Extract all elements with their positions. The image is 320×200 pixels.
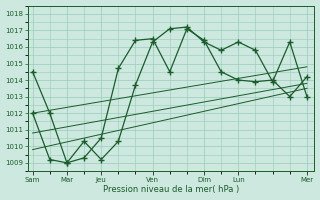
X-axis label: Pression niveau de la mer( hPa ): Pression niveau de la mer( hPa ) (103, 185, 239, 194)
